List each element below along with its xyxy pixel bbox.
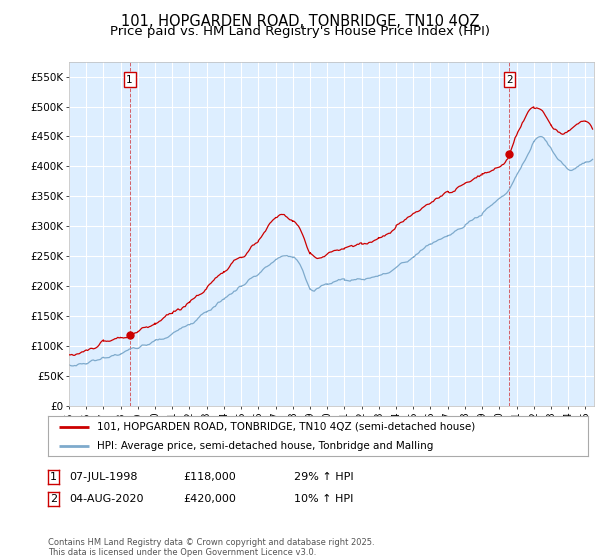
Text: 101, HOPGARDEN ROAD, TONBRIDGE, TN10 4QZ (semi-detached house): 101, HOPGARDEN ROAD, TONBRIDGE, TN10 4QZ… [97, 422, 475, 432]
Text: 2: 2 [50, 494, 57, 504]
Text: 07-JUL-1998: 07-JUL-1998 [69, 473, 137, 482]
Text: 29% ↑ HPI: 29% ↑ HPI [294, 473, 353, 482]
Text: 10% ↑ HPI: 10% ↑ HPI [294, 494, 353, 504]
Text: 1: 1 [50, 473, 57, 482]
Text: Contains HM Land Registry data © Crown copyright and database right 2025.
This d: Contains HM Land Registry data © Crown c… [48, 538, 374, 557]
Text: HPI: Average price, semi-detached house, Tonbridge and Malling: HPI: Average price, semi-detached house,… [97, 441, 433, 451]
Text: 2: 2 [506, 74, 513, 85]
Text: Price paid vs. HM Land Registry's House Price Index (HPI): Price paid vs. HM Land Registry's House … [110, 25, 490, 38]
Text: £420,000: £420,000 [183, 494, 236, 504]
Text: £118,000: £118,000 [183, 473, 236, 482]
Text: 04-AUG-2020: 04-AUG-2020 [69, 494, 143, 504]
Text: 101, HOPGARDEN ROAD, TONBRIDGE, TN10 4QZ: 101, HOPGARDEN ROAD, TONBRIDGE, TN10 4QZ [121, 14, 479, 29]
Text: 1: 1 [126, 74, 133, 85]
